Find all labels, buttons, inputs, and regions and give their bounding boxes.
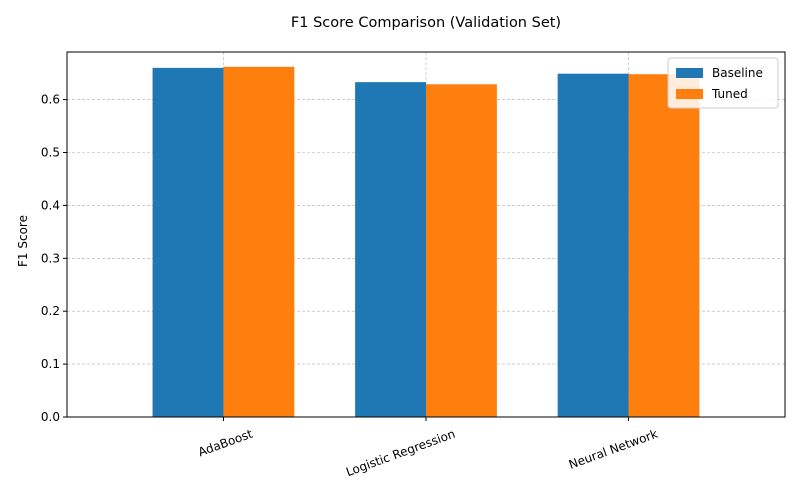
y-tick-label: 0.0 — [41, 410, 60, 424]
y-tick-label: 0.4 — [41, 198, 60, 212]
x-axis-ticks: AdaBoost Logistic Regression Neural Networ… — [196, 417, 660, 480]
chart-title: F1 Score Comparison (Validation Set) — [291, 15, 561, 31]
bars — [152, 66, 700, 418]
y-tick-label: 0.3 — [41, 251, 60, 265]
bar-baseline-2 — [355, 82, 426, 418]
x-tick-label: Logistic Regression — [344, 427, 457, 480]
y-tick-label: 0.5 — [41, 146, 60, 160]
bar-tuned-3 — [628, 74, 700, 417]
bar-baseline-1 — [152, 67, 224, 417]
y-axis-ticks: 0.0 0.1 0.2 0.3 0.4 0.5 0.6 — [41, 93, 67, 424]
y-tick-label: 0.1 — [41, 357, 60, 371]
y-tick-label: 0.2 — [41, 304, 60, 318]
bar-tuned-2 — [426, 84, 497, 417]
legend: Baseline Tuned — [667, 57, 779, 109]
legend-swatch-baseline — [676, 68, 703, 78]
y-axis-label: F1 Score — [16, 215, 30, 267]
x-tick-label: Neural Network — [567, 427, 660, 472]
x-tick-label: AdaBoost — [196, 427, 254, 460]
bar-baseline-3 — [557, 73, 629, 417]
legend-label-tuned: Tuned — [711, 87, 748, 101]
legend-label-baseline: Baseline — [712, 66, 763, 80]
legend-swatch-tuned — [676, 89, 703, 99]
bar-tuned-1 — [223, 66, 295, 418]
y-tick-label: 0.6 — [41, 93, 60, 107]
